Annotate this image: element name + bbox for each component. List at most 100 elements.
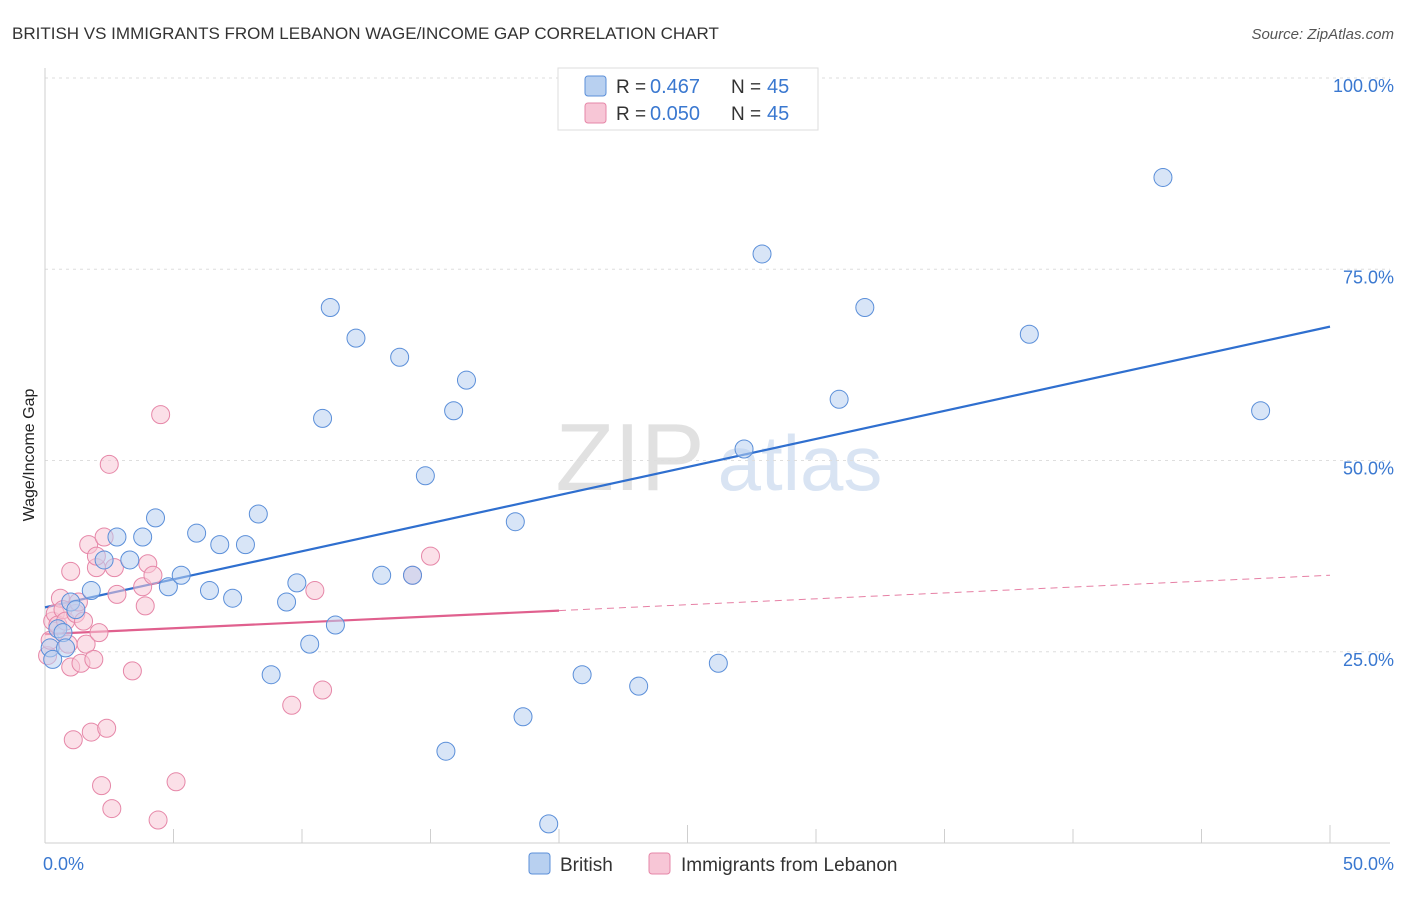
stats-n-value-british: 45: [767, 76, 789, 98]
watermark: ZIP atlas: [555, 404, 882, 511]
stats-swatch-lebanon: [584, 102, 607, 124]
data-point-british: [325, 615, 345, 635]
stats-r-value-british: 0.467: [650, 76, 700, 98]
data-point-british: [120, 550, 140, 570]
y-tick-label: 100.0%: [1333, 76, 1394, 96]
data-point-british: [346, 328, 366, 348]
grid-lines: [45, 77, 1390, 653]
data-point-lebanon: [282, 695, 302, 715]
data-point-british: [708, 653, 728, 673]
stats-r-label-lebanon: R =: [616, 104, 646, 125]
data-point-british: [436, 741, 456, 761]
data-point-british: [390, 347, 410, 367]
data-point-lebanon: [63, 730, 83, 750]
data-point-british: [300, 634, 320, 654]
y-tick-label: 50.0%: [1343, 459, 1394, 479]
data-point-british: [456, 370, 476, 390]
data-point-british: [415, 466, 435, 486]
data-point-british: [1251, 401, 1271, 421]
axes: [44, 68, 1390, 844]
data-point-lebanon: [107, 584, 127, 604]
data-point-british: [372, 565, 392, 585]
data-point-british: [513, 707, 533, 727]
data-point-british: [210, 535, 230, 555]
watermark-atlas: atlas: [718, 419, 883, 507]
data-point-british: [829, 389, 849, 409]
data-point-lebanon: [135, 596, 155, 616]
data-point-british: [171, 565, 191, 585]
legend-swatch-lebanon: [648, 852, 671, 875]
data-point-lebanon: [76, 634, 96, 654]
data-point-british: [277, 592, 297, 612]
data-point-lebanon: [84, 649, 104, 669]
data-point-british: [187, 523, 207, 543]
data-point-lebanon: [122, 661, 142, 681]
trend-lines: [44, 325, 1331, 636]
data-point-lebanon: [421, 546, 440, 566]
data-point-british: [629, 676, 649, 696]
chart-title: BRITISH VS IMMIGRANTS FROM LEBANON WAGE/…: [12, 24, 719, 43]
x-tick-label: 50.0%: [1343, 854, 1394, 874]
legend-label-lebanon: Immigrants from Lebanon: [681, 855, 898, 876]
data-point-lebanon: [99, 454, 119, 474]
stats-n-label-british: N =: [731, 77, 761, 98]
data-point-british: [43, 649, 63, 669]
data-point-british: [320, 298, 340, 317]
x-tick-label: 0.0%: [43, 854, 84, 874]
data-point-british: [287, 573, 307, 593]
data-point-british: [313, 408, 333, 428]
data-point-lebanon: [61, 561, 81, 581]
data-point-british: [752, 244, 772, 264]
stats-n-label-lebanon: N =: [731, 104, 761, 125]
data-point-british: [81, 581, 101, 601]
data-point-british: [199, 581, 219, 601]
watermark-zip: ZIP: [555, 404, 704, 511]
stats-n-value-lebanon: 45: [767, 103, 789, 125]
y-tick-label: 75.0%: [1343, 267, 1394, 287]
legend-label-british: British: [560, 855, 613, 876]
data-point-british: [855, 298, 875, 317]
data-point-british: [734, 439, 754, 459]
y-axis-label: Wage/Income Gap: [21, 389, 38, 522]
data-point-lebanon: [313, 680, 333, 700]
stats-r-value-lebanon: 0.050: [650, 103, 700, 125]
data-point-british: [261, 665, 281, 685]
data-point-british: [56, 638, 76, 658]
data-point-british: [107, 527, 127, 547]
trend-line-lebanon-dashed: [558, 574, 1331, 612]
data-point-british: [539, 814, 559, 834]
series-legend: British Immigrants from Lebanon: [528, 852, 898, 876]
data-points: [38, 167, 1271, 834]
tick-labels: 100.0% 75.0% 50.0% 25.0% 0.0% 50.0%: [43, 76, 1394, 874]
stats-r-label-british: R =: [616, 77, 646, 98]
trend-line-british: [44, 325, 1331, 609]
trend-line-lebanon-solid: [44, 609, 560, 636]
data-point-lebanon: [305, 581, 325, 601]
data-point-lebanon: [151, 405, 171, 425]
data-point-lebanon: [166, 772, 186, 792]
data-point-lebanon: [143, 565, 163, 585]
data-point-lebanon: [97, 718, 117, 738]
data-point-british: [133, 527, 153, 547]
data-point-british: [1019, 324, 1039, 344]
data-point-lebanon: [148, 810, 168, 830]
data-point-british: [505, 512, 525, 532]
data-point-lebanon: [102, 799, 122, 819]
chart-source: Source: ZipAtlas.com: [1251, 26, 1394, 43]
stats-legend: R = 0.467 N = 45 R = 0.050 N = 45: [557, 67, 819, 131]
data-point-british: [235, 535, 255, 555]
data-point-british: [444, 401, 464, 421]
data-point-british: [572, 665, 592, 685]
y-tick-label: 25.0%: [1343, 650, 1394, 670]
data-point-british: [223, 588, 243, 608]
data-point-british: [403, 565, 423, 585]
stats-swatch-british: [584, 75, 607, 97]
legend-swatch-british: [528, 852, 551, 875]
data-point-lebanon: [92, 776, 112, 796]
data-point-british: [1153, 167, 1173, 187]
data-point-british: [66, 600, 86, 620]
data-point-british: [248, 504, 268, 524]
data-point-british: [146, 508, 166, 528]
